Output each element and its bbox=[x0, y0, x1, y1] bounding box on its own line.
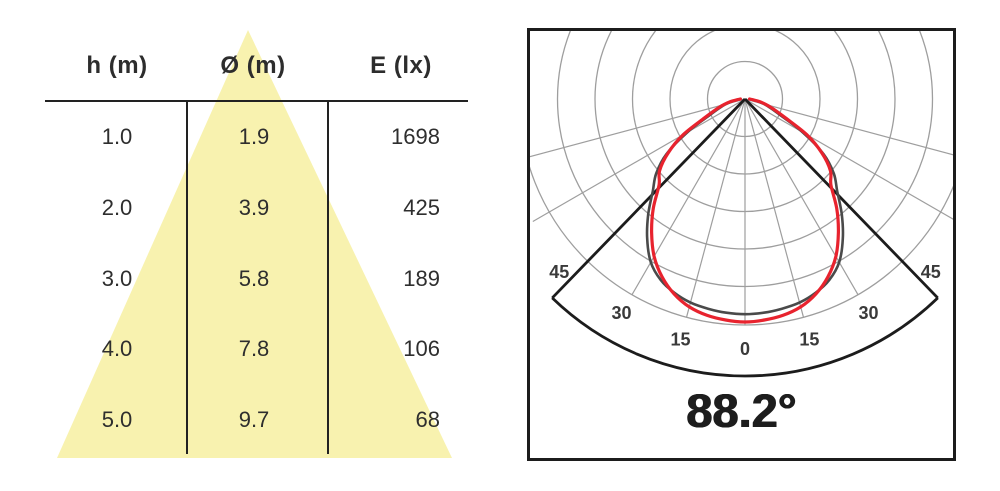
table-header-rule bbox=[45, 100, 468, 103]
cell-diameter: 9.7 bbox=[238, 407, 270, 432]
cell-diameter: 7.8 bbox=[238, 336, 270, 361]
beam-angle-arc bbox=[551, 296, 939, 378]
polar-grid-radial bbox=[685, 98, 746, 318]
polar-grid-ring bbox=[530, 31, 953, 326]
column-header-illuminance: E (lx) bbox=[370, 52, 432, 79]
polar-diagram-panel: 45 30 15 0 15 30 45 bbox=[527, 28, 956, 461]
light-cone bbox=[57, 30, 452, 458]
cell-diameter: 3.9 bbox=[238, 195, 270, 220]
cell-illuminance: 68 bbox=[415, 407, 440, 432]
angle-tick-label: 45 bbox=[921, 262, 941, 282]
table-column-divider bbox=[327, 101, 330, 454]
polar-grid-radial bbox=[532, 98, 746, 223]
angle-tick-label: 45 bbox=[549, 262, 569, 282]
column-header-diameter: Ø (m) bbox=[220, 52, 286, 79]
cell-illuminance: 106 bbox=[403, 336, 440, 361]
cell-height: 4.0 bbox=[101, 336, 133, 361]
cell-height: 5.0 bbox=[101, 407, 133, 432]
angle-tick-label: 30 bbox=[858, 303, 878, 323]
polar-grid-radial bbox=[744, 98, 953, 220]
cell-illuminance: 425 bbox=[403, 195, 440, 220]
beam-angle-line-left bbox=[551, 98, 747, 299]
cell-height: 1.0 bbox=[101, 124, 133, 149]
angle-tick-label: 0 bbox=[740, 339, 750, 359]
light-cone-shape bbox=[57, 30, 452, 458]
angle-tick-label: 15 bbox=[799, 330, 819, 350]
angle-tick-label: 15 bbox=[671, 330, 691, 350]
polar-grid-radial bbox=[744, 98, 953, 156]
cell-illuminance: 1698 bbox=[391, 124, 440, 149]
column-header-height: h (m) bbox=[86, 52, 148, 79]
cell-height: 3.0 bbox=[101, 266, 133, 291]
cell-height: 2.0 bbox=[101, 195, 133, 220]
table-column-divider bbox=[186, 101, 189, 454]
polar-grid-radial bbox=[530, 98, 746, 158]
cell-diameter: 1.9 bbox=[238, 124, 270, 149]
intensity-curve-c0 bbox=[649, 97, 841, 324]
polar-intensity-chart: 45 30 15 0 15 30 45 bbox=[530, 31, 953, 378]
polar-grid-radial bbox=[744, 98, 805, 318]
beam-angle-value: 88.2° bbox=[686, 384, 797, 437]
cell-illuminance: 189 bbox=[403, 266, 440, 291]
cell-diameter: 5.8 bbox=[238, 266, 270, 291]
angle-tick-label: 30 bbox=[611, 303, 631, 323]
beam-angle-line-right bbox=[743, 98, 939, 299]
